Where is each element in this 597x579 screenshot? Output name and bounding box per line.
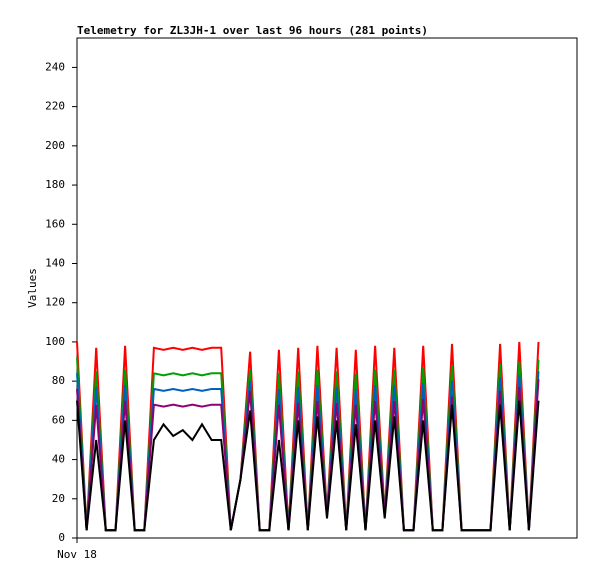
y-tick-label: 40 [52, 453, 65, 466]
y-tick-label: 60 [52, 413, 65, 426]
y-tick-label: 0 [58, 531, 65, 544]
chart-title: Telemetry for ZL3JH-1 over last 96 hours… [77, 24, 428, 37]
y-tick-label: 100 [45, 335, 65, 348]
y-tick-label: 120 [45, 296, 65, 309]
series-line [76, 400, 540, 532]
y-tick-label: 20 [52, 492, 65, 505]
y-tick-label: 200 [45, 139, 65, 152]
x-tick-label: Nov 18 [57, 548, 97, 561]
y-tick-label: 180 [45, 178, 65, 191]
y-tick-label: 220 [45, 100, 65, 113]
y-tick-label: 160 [45, 217, 65, 230]
y-tick-label: 80 [52, 374, 65, 387]
y-axis-label: Values [26, 268, 39, 308]
y-tick-label: 240 [45, 60, 65, 73]
y-tick-label: 140 [45, 256, 65, 269]
